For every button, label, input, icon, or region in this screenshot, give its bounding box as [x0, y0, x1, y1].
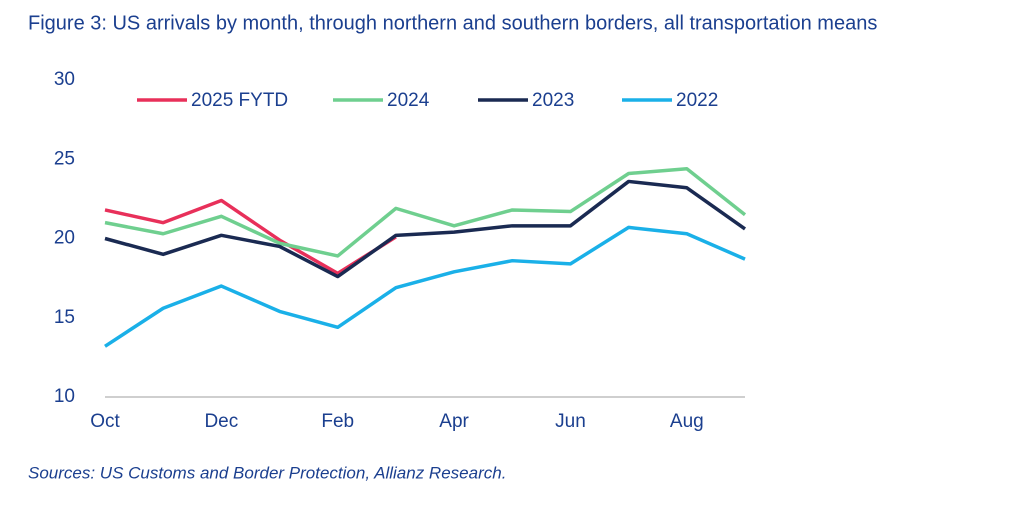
legend-label: 2022	[676, 90, 718, 111]
x-tick-label: Oct	[90, 411, 120, 432]
source-note: Sources: US Customs and Border Protectio…	[28, 463, 506, 482]
legend-label: 2025 FYTD	[191, 90, 288, 111]
series-line	[104, 179, 747, 279]
x-tick-label: Aug	[670, 411, 704, 432]
y-tick-label: 25	[54, 148, 75, 169]
series-line	[104, 198, 397, 276]
series-line	[104, 167, 747, 258]
x-tick-label: Jun	[555, 411, 586, 432]
chart-title: Figure 3: US arrivals by month, through …	[28, 12, 877, 34]
y-tick-label: 10	[54, 386, 75, 407]
legend-label: 2023	[532, 90, 574, 111]
y-tick-label: 30	[54, 69, 75, 90]
x-tick-label: Apr	[439, 411, 469, 432]
x-tick-label: Feb	[321, 411, 354, 432]
y-tick-label: 20	[54, 228, 75, 249]
legend-label: 2024	[387, 90, 430, 111]
y-tick-label: 15	[54, 307, 75, 328]
x-tick-label: Dec	[204, 411, 238, 432]
series-line	[104, 225, 746, 348]
